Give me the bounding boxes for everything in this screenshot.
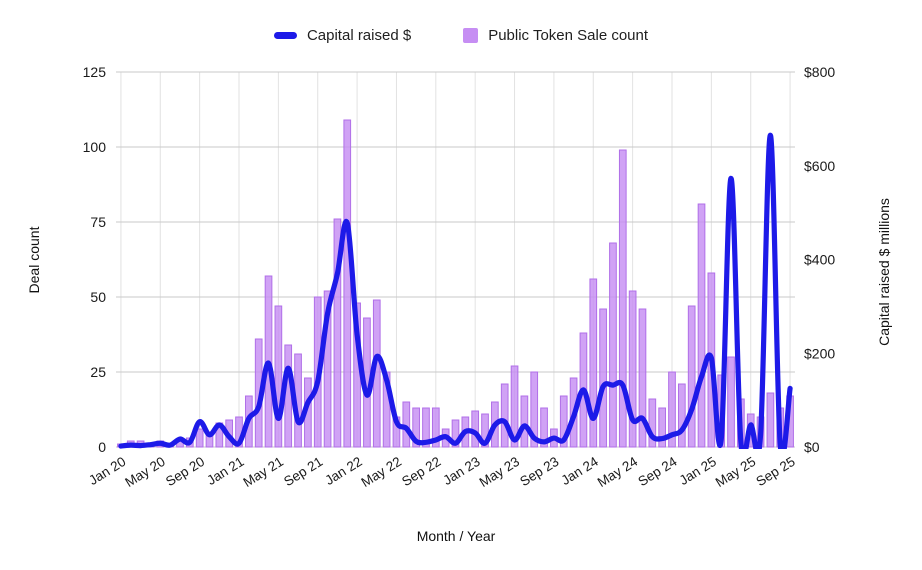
- token-sale-count-bar: [481, 413, 489, 448]
- y-left-tick-label: 50: [90, 289, 106, 305]
- token-sale-count-bar: [412, 407, 420, 448]
- y-left-tick-label: 125: [83, 64, 107, 80]
- token-sale-count-bar: [274, 305, 283, 448]
- token-sale-count-bar: [500, 383, 509, 448]
- token-sale-count-bar: [343, 119, 352, 448]
- token-sale-count-bar: [609, 242, 617, 448]
- token-sale-count-bar: [530, 371, 539, 448]
- token-sale-count-bar: [323, 290, 332, 448]
- x-tick-label: Jan 23: [440, 454, 482, 488]
- token-sale-count-bar: [520, 395, 529, 448]
- capital-raised-line: [118, 132, 793, 449]
- x-tick-label: May 21: [240, 454, 286, 490]
- y-left-tick-label: 25: [90, 364, 106, 380]
- x-tick-label: Sep 23: [517, 454, 561, 489]
- chart-legend: Capital raised $ Public Token Sale count: [0, 20, 922, 50]
- token-sale-count-bar: [589, 278, 598, 448]
- legend-count-label: Public Token Sale count: [488, 26, 649, 44]
- x-tick-label: May 25: [713, 454, 759, 490]
- token-sale-count-bar: [677, 383, 686, 448]
- x-tick-label: Sep 22: [399, 454, 443, 489]
- x-tick-label: Sep 25: [753, 454, 797, 489]
- x-tick-label: Jan 24: [559, 454, 602, 488]
- legend-item-capital-raised: Capital raised $: [273, 26, 412, 44]
- x-tick-label: May 23: [477, 454, 523, 490]
- token-sale-count-bar: [687, 305, 696, 448]
- x-tick-label: May 20: [122, 454, 168, 490]
- y-right-tick-label: $400: [804, 252, 835, 268]
- y-left-tick-label: 0: [98, 439, 106, 455]
- token-sale-count-bar: [638, 308, 647, 448]
- y-left-tick-label: 75: [90, 214, 106, 230]
- token-sale-count-bar: [284, 344, 293, 448]
- legend-item-token-sale-count: Public Token Sale count: [463, 27, 648, 44]
- x-axis-title: Month / Year: [416, 528, 496, 544]
- y-left-tick-label: 100: [83, 139, 107, 155]
- x-tick-label: Jan 22: [322, 454, 364, 488]
- token-sale-count-bar: [333, 218, 342, 448]
- token-sale-count-bar: [510, 365, 519, 448]
- token-sale-count-bar: [431, 407, 440, 448]
- x-tick-label: Jan 21: [204, 454, 246, 488]
- token-sale-count-bar: [658, 407, 666, 448]
- left-axis-title: Deal count: [26, 226, 42, 294]
- token-sale-count-bar: [599, 308, 607, 448]
- token-sale-count-bar: [540, 407, 548, 448]
- x-tick-label: Jan 25: [677, 454, 719, 488]
- token-sale-swatch-icon: [463, 27, 479, 43]
- x-tick-label: Jan 20: [86, 454, 128, 488]
- legend-capital-label: Capital raised $: [306, 26, 412, 44]
- token-sale-count-bar: [559, 395, 568, 448]
- token-sale-count-bar: [697, 203, 706, 448]
- token-sale-count-bar: [628, 290, 637, 448]
- right-axis-title: Capital raised $ millions: [876, 198, 892, 346]
- x-tick-label: Sep 24: [635, 454, 680, 490]
- token-sale-count-bar: [727, 356, 735, 448]
- token-sale-count-bar: [195, 428, 204, 448]
- token-sale-count-bar: [422, 407, 430, 448]
- x-tick-label: May 22: [359, 454, 405, 490]
- token-sale-count-bar: [766, 392, 775, 448]
- y-right-tick-label: $600: [804, 158, 835, 174]
- x-tick-label: Sep 20: [163, 454, 207, 489]
- y-right-tick-label: $800: [804, 64, 835, 80]
- token-sale-count-bar: [648, 398, 657, 448]
- y-right-tick-label: $0: [804, 439, 820, 455]
- x-tick-label: May 24: [595, 454, 641, 490]
- token-sale-count-bar: [618, 149, 627, 448]
- token-sale-count-bar: [451, 419, 460, 448]
- x-tick-label: Sep 21: [281, 454, 325, 489]
- y-right-tick-label: $200: [804, 345, 835, 361]
- capital-line-swatch-icon: [273, 31, 297, 39]
- token-sale-count-bar: [668, 371, 676, 448]
